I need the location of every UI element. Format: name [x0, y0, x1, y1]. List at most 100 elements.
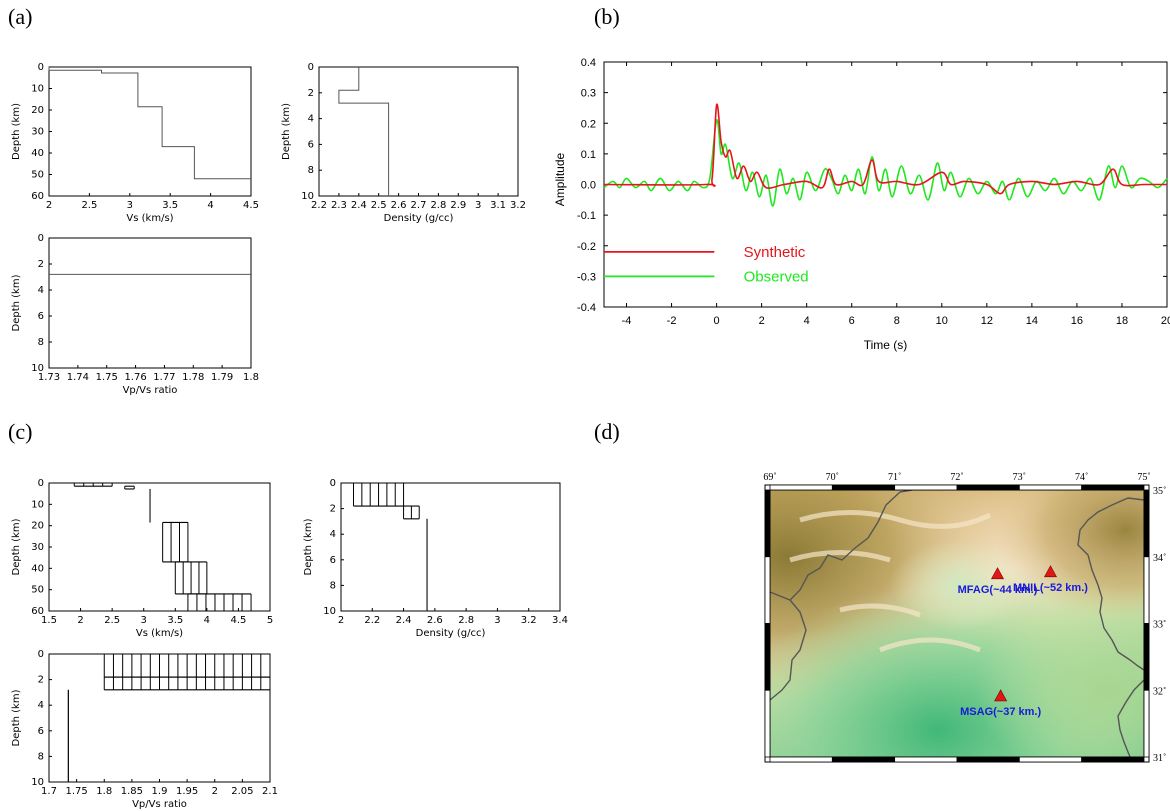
map-frame-bar-right: [1143, 489, 1150, 558]
a_density-ytick-label: 2: [308, 88, 314, 99]
map-terrain-plateau: [890, 540, 1030, 630]
c_vs-xtick-label: 3.5: [167, 615, 183, 626]
c_density-xtick-label: 3: [494, 615, 500, 626]
b-xlabel: Time (s): [864, 338, 908, 352]
b-ytick-label: 0.4: [581, 57, 596, 69]
c_density-xtick-label: 3.4: [552, 615, 568, 626]
c_vpvs-xtick-label: 2.05: [231, 786, 253, 797]
a_density-xtick-label: 2.3: [331, 200, 347, 211]
c_vs-xtick-label: 2: [77, 615, 83, 626]
a_vs-ytick-label: 0: [38, 62, 44, 73]
a_density-model-line: [338, 67, 390, 196]
c_density-ytick-label: 8: [330, 580, 336, 591]
c_vs-ytick-label: 30: [31, 542, 44, 553]
map-border-east: [1077, 497, 1145, 671]
c_density-ylabel: Depth (km): [303, 518, 314, 575]
chart-c-density: 2 2.2 2.4 2.6 2.8 3 3.2 3.4 0 2 4 6 8 10 Density (g/cc…: [303, 478, 568, 639]
map-frame-bar-bottom: [956, 756, 1020, 763]
a_density-ytick-label: 8: [308, 165, 314, 176]
a_vpvs-xtick-label: 1.74: [67, 372, 89, 383]
a_vs-model-line: [48, 67, 251, 180]
c_density-xtick-label: 2.8: [458, 615, 474, 626]
c_vs-xtick-label: 3: [141, 615, 147, 626]
b-xtick-label: 16: [1071, 315, 1083, 327]
a_vpvs-ylabel: Depth (km): [11, 274, 22, 331]
c_density-xtick-label: 2: [338, 615, 344, 626]
c_vs-ytick-label: 60: [31, 606, 44, 617]
a_vs-ytick-label: 30: [31, 127, 44, 138]
b-ytick-label: -0.2: [577, 241, 596, 253]
c_vs-xtick-label: 2.5: [104, 615, 120, 626]
b-series-observed: [603, 119, 1168, 207]
chart-c-vpvs: 1.7 1.75 1.8 1.85 1.9 1.95 2 2.05 2.1 0 2 4 6 8 10 Vp/V…: [11, 649, 278, 810]
map-lon-label: 70˚: [826, 472, 839, 483]
map-lon-label: 72˚: [950, 472, 963, 483]
b-xtick-label: 20: [1161, 315, 1170, 327]
map-lon-label: 74˚: [1075, 472, 1088, 483]
c_vs-xlabel: Vs (km/s): [136, 628, 183, 639]
map-frame-bar-top: [894, 484, 958, 491]
c_vpvs-xtick-label: 1.9: [152, 786, 168, 797]
map-frame-bar-bottom: [1081, 756, 1145, 763]
a_vs-ylabel: Depth (km): [11, 103, 22, 160]
a_vpvs-ytick-label: 0: [38, 233, 44, 244]
c_vpvs-xtick-label: 1.75: [65, 786, 87, 797]
map-frame-bar-left: [764, 689, 771, 758]
b-ylabel: Amplitude: [553, 153, 567, 207]
panel-label-a: (a): [8, 4, 33, 29]
a_vs-ytick-label: 20: [31, 105, 44, 116]
map-frame-bar-left: [764, 556, 771, 624]
map-lon-label: 69˚: [763, 472, 776, 483]
b-ytick-label: 0.0: [581, 180, 596, 192]
chart-a-vpvs: 1.73 1.74 1.75 1.76 1.77 1.78 1.79 1.8 0 2 4 6 8 10 Vp…: [11, 233, 259, 396]
c_vpvs-ylabel: Depth (km): [11, 689, 22, 746]
c_vs-ytick-label: 10: [31, 499, 44, 510]
map-frame-bar-right: [1143, 556, 1150, 624]
b-xtick-label: -2: [667, 315, 677, 327]
map-terrain-ridges: [789, 510, 992, 653]
c_vpvs-ytick-label: 10: [31, 777, 44, 788]
map-frame-bar-left: [764, 623, 771, 691]
map-border-east-south: [1117, 679, 1145, 758]
map-border-west-south: [769, 599, 807, 701]
b-ytick-label: -0.4: [577, 302, 596, 314]
map-frame-bar-bottom: [1018, 756, 1083, 763]
b-xtick-label: 10: [936, 315, 948, 327]
c_vpvs-xtick-label: 2.1: [262, 786, 278, 797]
a_density-ytick-label: 0: [308, 62, 314, 73]
b-ytick-label: -0.1: [577, 210, 596, 222]
panel-label-b: (b): [594, 4, 620, 29]
c_density-xtick-label: 2.4: [396, 615, 412, 626]
a_vs-xtick-label: 3: [127, 200, 133, 211]
map-frame-bar-bottom: [769, 756, 833, 763]
map-lat-label: 32˚: [1153, 686, 1166, 697]
panel-label-d: (d): [594, 419, 620, 444]
chart-a-density: 2.2 2.3 2.4 2.5 2.6 2.7 2.8 2.9 3 3.1 3.2 0 2 4 6 8 10 De…: [281, 62, 526, 224]
c_density-xlabel: Density (g/cc): [416, 628, 486, 639]
map-frame-bar-bottom: [831, 756, 896, 763]
a_vs-ytick-label: 10: [31, 84, 44, 95]
c_vpvs-ytick-label: 0: [38, 649, 44, 660]
b-ytick-label: 0.2: [581, 118, 596, 130]
map-lat-label: 33˚: [1153, 620, 1166, 631]
c_density-ytick-label: 0: [330, 478, 336, 489]
a_density-xtick-label: 2.9: [450, 200, 466, 211]
map-frame-bar-top: [1081, 484, 1145, 491]
c_density-ytick-label: 4: [330, 529, 336, 540]
a_vs-xlabel: Vs (km/s): [126, 213, 173, 224]
a_density-xtick-label: 3: [475, 200, 481, 211]
map-lat-label: 31˚: [1153, 753, 1166, 764]
c_vs-xtick-label: 1.5: [41, 615, 57, 626]
c_vs-ytick-label: 20: [31, 521, 44, 532]
c_density-frame: [340, 482, 561, 612]
c_vs-ytick-label: 0: [38, 478, 44, 489]
a_vpvs-ytick-label: 4: [38, 285, 44, 296]
chart-b-waveform: -4 -2 0 2 4 6 8 10 12 14 16 18 20 -0.4 -0.3 -0.2 -0.1 0.0…: [553, 57, 1170, 352]
c_density-ytick-label: 6: [330, 555, 336, 566]
a_vs-xtick-label: 2.5: [81, 200, 97, 211]
a_vpvs-xtick-label: 1.78: [182, 372, 204, 383]
a_density-frame: [318, 66, 519, 197]
map-frame-bar-top: [1018, 484, 1083, 491]
